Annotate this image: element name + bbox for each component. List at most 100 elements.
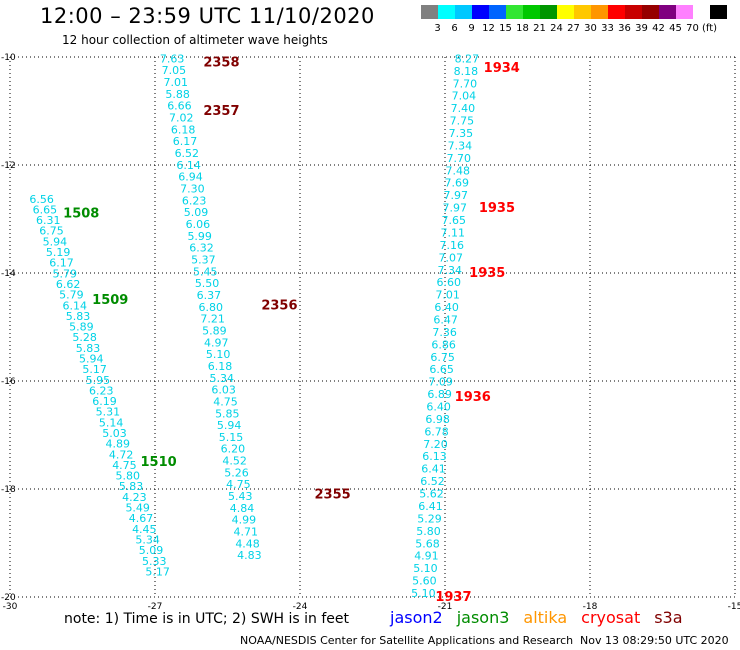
- swh-value: 7.97: [444, 189, 469, 202]
- swh-value: 6.14: [62, 299, 87, 312]
- legend-label: 36: [618, 23, 631, 34]
- x-tick-label: -30: [3, 602, 18, 612]
- swh-value: 5.99: [187, 230, 212, 243]
- swh-value: 5.89: [202, 324, 227, 337]
- swh-value: 5.94: [43, 235, 68, 248]
- time-label: 2355: [315, 487, 351, 502]
- swh-value: 5.34: [210, 372, 235, 385]
- swh-value: 5.19: [46, 246, 71, 259]
- swh-value: 6.23: [182, 194, 207, 207]
- swh-value: 6.32: [189, 242, 214, 255]
- swh-value: 6.20: [221, 443, 246, 456]
- time-label: 2356: [261, 298, 297, 313]
- legend-swatch: [693, 5, 710, 19]
- swh-value: 5.26: [224, 466, 249, 479]
- swh-value: 6.56: [29, 193, 54, 206]
- swh-value: 7.21: [200, 313, 225, 326]
- swh-value: 6.31: [36, 214, 61, 227]
- swh-value: 5.10: [206, 348, 231, 361]
- legend-swatch: [489, 5, 506, 19]
- swh-value: 6.40: [434, 301, 459, 314]
- swh-value: 6.17: [49, 257, 74, 270]
- legend-swatch: [557, 5, 574, 19]
- y-tick-label: -16: [1, 377, 16, 387]
- swh-value: 7.09: [428, 376, 453, 389]
- swh-value: 5.83: [66, 310, 91, 323]
- legend-swatch: [523, 5, 540, 19]
- swh-value: 6.23: [89, 384, 114, 397]
- swh-value: 5.94: [79, 352, 104, 365]
- swh-value: 6.75: [430, 351, 455, 364]
- time-label: 1509: [92, 293, 128, 308]
- swh-value: 6.06: [186, 218, 211, 231]
- legend-swatch: [472, 5, 489, 19]
- swh-value: 4.48: [235, 537, 259, 550]
- satellite-legend-item: s3a: [654, 608, 683, 627]
- swh-value: 6.41: [418, 500, 443, 513]
- legend-label: 30: [584, 23, 597, 34]
- legend-swatch: [574, 5, 591, 19]
- swh-value: 4.97: [204, 336, 229, 349]
- legend-swatch: [710, 5, 727, 19]
- legend-label: 12: [482, 23, 495, 34]
- swh-value: 5.10: [413, 562, 438, 575]
- legend-swatch: [676, 5, 693, 19]
- x-tick-label: -27: [148, 602, 163, 612]
- swh-value: 4.52: [222, 455, 247, 468]
- swh-value: 5.83: [119, 480, 144, 493]
- swh-value: 7.63: [160, 52, 185, 65]
- swh-value: 7.01: [164, 76, 189, 89]
- page-title: 12:00 – 23:59 UTC 11/10/2020: [40, 4, 375, 28]
- swh-value: 4.89: [106, 438, 131, 451]
- y-tick-label: -14: [1, 269, 16, 279]
- legend-swatch: [540, 5, 557, 19]
- swh-value: 4.72: [109, 448, 134, 461]
- legend-swatch: [455, 5, 472, 19]
- swh-value: 5.79: [59, 289, 84, 302]
- grid-lines: [9, 56, 736, 598]
- swh-value: 5.34: [135, 533, 160, 546]
- swh-value: 6.41: [421, 463, 446, 476]
- time-label: 1935: [469, 266, 505, 281]
- footer-timestamp: Nov 13 08:29:50 UTC 2020: [580, 634, 729, 647]
- swh-value: 6.19: [92, 395, 117, 408]
- swh-value: 7.02: [169, 112, 194, 125]
- swh-value: 6.17: [173, 135, 198, 148]
- swh-value: 6.18: [208, 360, 233, 373]
- time-label: 1934: [484, 61, 520, 76]
- swh-value: 6.89: [427, 388, 452, 401]
- swh-value: 7.34: [437, 264, 462, 277]
- swh-value: 6.14: [176, 159, 201, 172]
- swh-value: 5.60: [412, 575, 437, 588]
- legend-label: 33: [601, 23, 614, 34]
- swh-value: 4.99: [232, 514, 257, 527]
- satellite-legend-item: jason3: [456, 608, 510, 627]
- swh-value: 6.66: [167, 100, 192, 113]
- swh-value: 5.80: [116, 470, 141, 483]
- altimeter-tracks: 7.637.057.015.886.667.026.186.176.526.14…: [29, 52, 479, 600]
- swh-value: 5.28: [72, 331, 97, 344]
- swh-value: 4.71: [233, 526, 258, 539]
- time-label: 1937: [435, 590, 471, 605]
- satellite-legend: jason2 jason3 altika cryosat s3a: [390, 608, 697, 627]
- time-label: 2358: [203, 55, 239, 70]
- swh-value: 6.13: [422, 450, 447, 463]
- swh-value: 4.75: [213, 395, 238, 408]
- swh-value: 7.75: [450, 115, 475, 128]
- swh-value: 4.91: [414, 550, 439, 563]
- time-label: 2357: [203, 104, 239, 119]
- legend-label: 15: [499, 23, 512, 34]
- swh-value: 6.80: [199, 301, 224, 314]
- swh-value: 5.15: [219, 431, 244, 444]
- legend-swatch: [608, 5, 625, 19]
- swh-value: 5.09: [139, 544, 164, 557]
- swh-value: 6.37: [197, 289, 222, 302]
- footer-credit: NOAA/NESDIS Center for Satellite Applica…: [240, 634, 574, 647]
- swh-value: 6.98: [425, 413, 450, 426]
- y-tick-label: -18: [1, 485, 16, 495]
- legend-swatch: [625, 5, 642, 19]
- y-tick-label: -20: [1, 593, 16, 603]
- swh-value: 5.89: [69, 321, 94, 334]
- swh-value: 5.94: [217, 419, 242, 432]
